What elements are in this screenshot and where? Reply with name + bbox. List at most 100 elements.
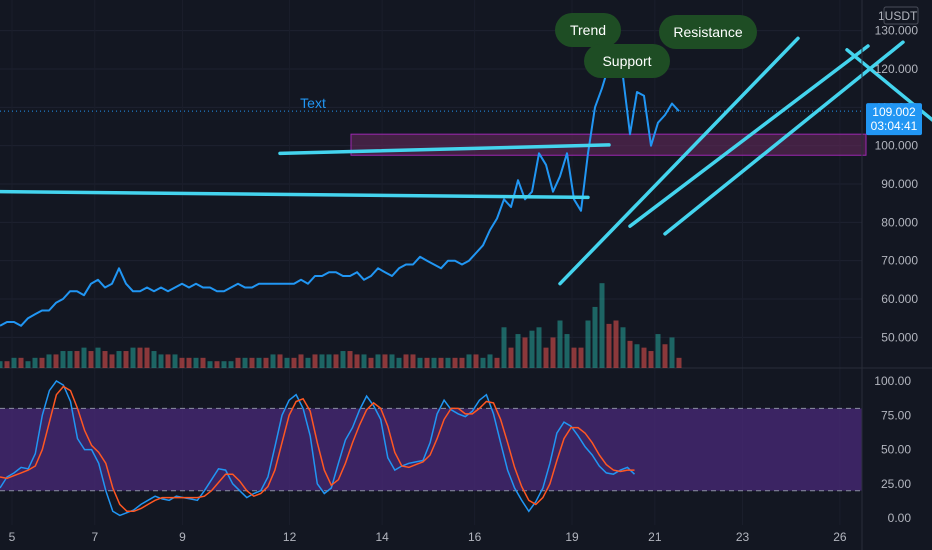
stochastic-panel [0,380,862,517]
volume-bar [368,357,374,368]
volume-bar [340,351,346,368]
price-tick-label: 60.000 [881,292,918,306]
volume-bar [592,306,598,368]
resistance-note-bubble [659,15,757,49]
volume-bar [39,357,45,368]
volume-bar [641,347,647,368]
price-tick-label: 50.000 [881,330,918,344]
volume-bar [578,347,584,368]
volume-bar [256,357,262,368]
volume-bar [550,337,556,368]
time-tick-label: 19 [565,530,579,544]
volume-bar [249,357,255,368]
volume-bar [67,351,73,368]
trendline-trend-upper [628,44,870,228]
volume-bar [354,354,360,368]
volume-bar [361,354,367,368]
price-tick-label: 70.000 [881,254,918,268]
price-series-line [0,48,680,327]
volume-bar [123,351,129,368]
volume-bar [333,354,339,368]
trendline-horizontal-high [278,143,611,156]
volume-bar [11,357,17,368]
volume-bar [424,357,430,368]
price-tick-label: 90.000 [881,177,918,191]
volume-bar [515,334,521,368]
time-tick-label: 26 [833,530,847,544]
stochastic-tick-label: 50.00 [881,443,911,457]
trendline-horizontal-low [0,189,590,200]
trendline-trend-down [845,48,932,122]
trend-note-bubble [555,13,621,47]
volume-bar [109,354,115,368]
volume-bar [46,354,52,368]
support-note-bubble [584,44,670,78]
volume-bar [277,354,283,368]
volume-bar [102,351,108,368]
volume-bar [585,320,591,368]
volume-bar [627,340,633,368]
volume-bar [487,354,493,368]
volume-bar [466,354,472,368]
trend-lines [0,36,932,286]
volume-bar [403,354,409,368]
time-tick-label: 23 [736,530,750,544]
volume-bar [263,357,269,368]
volume-bar [158,354,164,368]
volume-bar [494,357,500,368]
price-tick-label: 100.000 [875,139,919,153]
volume-bar [305,357,311,368]
volume-bar [32,357,38,368]
volume-bar [438,357,444,368]
volume-bar [529,330,535,368]
text-annotation: Text [300,95,326,111]
volume-bar [193,357,199,368]
volume-bar [410,354,416,368]
volume-bar [319,354,325,368]
volume-bar [459,357,465,368]
time-tick-label: 12 [283,530,297,544]
volume-bar [669,337,675,368]
annotations: Text Trend Resistance Support [300,13,757,111]
stochastic-tick-label: 75.00 [881,408,911,422]
volume-bar [536,327,542,368]
volume-bar [347,351,353,368]
volume-bar [81,347,87,368]
volume-bar [396,357,402,368]
stochastic-k-line [0,380,636,517]
volume-bar [242,357,248,368]
time-tick-label: 16 [468,530,482,544]
trendline-trend-lower [663,40,905,236]
price-line [0,48,680,327]
volume-bar [312,354,318,368]
current-price-badge [866,103,922,136]
price-tick-label: 130.000 [875,24,919,38]
stochastic-tick-label: 100.00 [874,374,911,388]
volume-bar [60,351,66,368]
time-axis: 5 7 9 12 14 16 19 21 23 26 [9,530,847,544]
volume-bar [662,344,668,368]
stochastic-tick-label: 0.00 [888,511,912,525]
volume-bar [676,357,682,368]
time-tick-label: 21 [648,530,662,544]
volume-bar [298,354,304,368]
stochastic-band [0,408,862,491]
volume-bar [18,357,24,368]
price-tick-label: 80.000 [881,215,918,229]
stochastic-d-line [0,385,635,513]
volume-bar [326,354,332,368]
volume-bar [88,351,94,368]
volume-bar [375,354,381,368]
currency-box [883,6,919,25]
volume-bar [417,357,423,368]
volume-bar [571,347,577,368]
volume-bar [165,354,171,368]
volume-bar [480,357,486,368]
currency-label: USDT [885,9,918,23]
volume-bar [606,323,612,368]
volume-bar [144,347,150,368]
volume-bar [445,357,451,368]
volume-bar [382,354,388,368]
volume-bar [557,320,563,368]
